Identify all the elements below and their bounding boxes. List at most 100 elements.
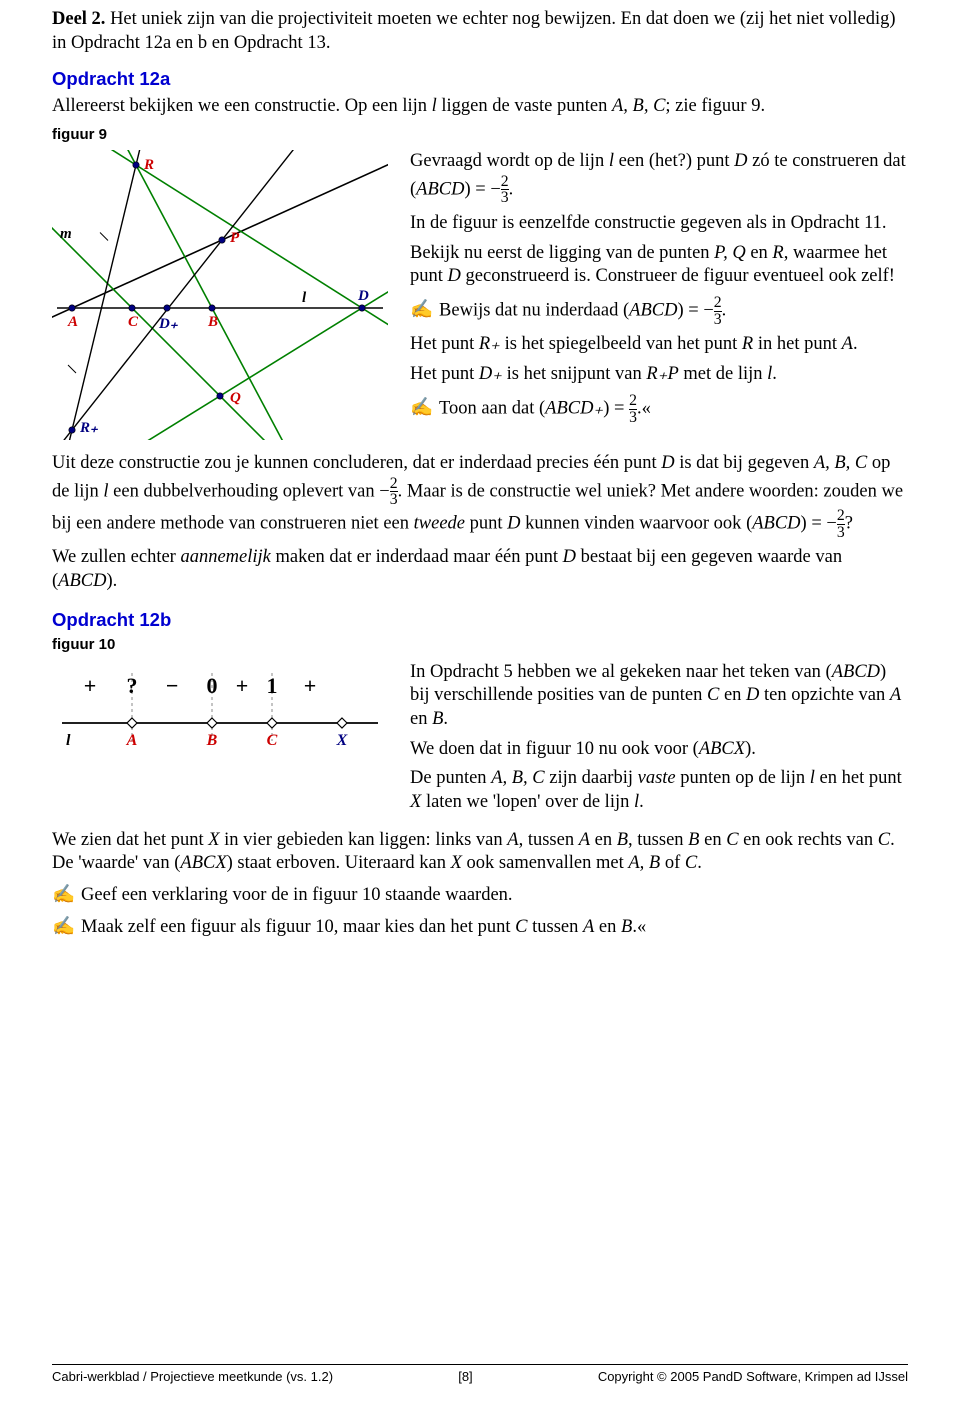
v: A (579, 830, 590, 850)
svg-text:−: − (166, 673, 179, 698)
v: ABCX (180, 853, 226, 873)
t: We doen dat in figuur 10 nu ook voor ( (410, 739, 699, 759)
t: in vier gebieden kan liggen: links van (220, 830, 508, 850)
bullet2: ✍Toon aan dat (ABCD₊) = 23.« (410, 393, 908, 425)
v: C (685, 853, 697, 873)
intro-text: Het uniek zijn van die projectiviteit mo… (52, 9, 896, 53)
r4: Het punt R₊ is het spiegelbeeld van het … (410, 333, 908, 357)
deel2-bold: Deel 2. (52, 9, 105, 29)
svg-text:A: A (67, 314, 78, 330)
t: in het punt (753, 334, 841, 354)
svg-text:C: C (128, 314, 139, 330)
v: ABCD₊ (545, 398, 603, 418)
fig10-caption: figuur 10 (52, 635, 908, 654)
num: 2 (390, 476, 398, 492)
op12a-line1: Allereerst bekijken we een constructie. … (52, 95, 908, 119)
v: B (432, 709, 443, 729)
frac: 23 (629, 393, 637, 425)
t: . (772, 364, 777, 384)
page: Deel 2. Het uniek zijn van die projectiv… (0, 0, 960, 1410)
v: B (621, 917, 632, 937)
v: C (878, 830, 890, 850)
between-p1: Uit deze constructie zou je kunnen concl… (52, 452, 908, 541)
t: Het punt (410, 364, 479, 384)
t: punt (465, 513, 507, 533)
t: is het spiegelbeeld van het punt (500, 334, 742, 354)
t: ) = − (801, 513, 837, 533)
v: D (448, 266, 461, 286)
svg-text:Q: Q (230, 390, 241, 406)
v: D (563, 547, 576, 567)
v: ABCD (629, 300, 677, 320)
t: . (697, 853, 702, 873)
svg-text:B: B (206, 732, 218, 749)
r1: Gevraagd wordt op de lijn l een (het?) p… (410, 150, 908, 206)
num: 2 (714, 295, 722, 311)
frac: 23 (837, 508, 845, 540)
t: met de lijn (679, 364, 767, 384)
frac: 23 (501, 174, 509, 206)
hand-icon: ✍ (52, 883, 75, 904)
t: ; zie figuur 9. (665, 96, 765, 116)
v: R₊ (479, 334, 500, 354)
t: zó te construeren dat (748, 151, 906, 171)
v: vaste (638, 768, 676, 788)
svg-text:B: B (207, 314, 218, 330)
t: maken dat er inderdaad maar één punt (271, 547, 563, 567)
t: , tussen (628, 830, 688, 850)
svg-text:+: + (236, 673, 249, 698)
num: 2 (837, 508, 845, 524)
v: B (688, 830, 699, 850)
fig9-svg: ACD₊BDRPQR₊lm (52, 150, 388, 440)
v: D₊ (479, 364, 502, 384)
footer-left: Cabri-werkblad / Projectieve meetkunde (… (52, 1369, 333, 1386)
svg-text:D: D (357, 288, 369, 304)
t: Uit deze constructie zou je kunnen concl… (52, 453, 661, 473)
t: ook samenvallen met (462, 853, 628, 873)
t: Bekijk nu eerst de ligging van de punten (410, 243, 714, 263)
var-abc: A, B, C (612, 96, 665, 116)
v: A, B, C (491, 768, 544, 788)
den: 3 (837, 524, 845, 541)
fig9-block: ACD₊BDRPQR₊lm Gevraagd wordt op de lijn … (52, 150, 908, 440)
heading-12a: Opdracht 12a (52, 67, 908, 91)
svg-text:+: + (304, 673, 317, 698)
v: D (661, 453, 674, 473)
t: . (722, 300, 727, 320)
heading-12b: Opdracht 12b (52, 608, 908, 632)
t: ) = (603, 398, 629, 418)
t: Maak zelf een figuur als figuur 10, maar… (81, 917, 515, 937)
t: . (639, 792, 644, 812)
t: en het punt (815, 768, 902, 788)
fig9-right-text: Gevraagd wordt op de lijn l een (het?) p… (410, 150, 908, 431)
t: Het punt (410, 334, 479, 354)
t: ten opzichte van (759, 685, 889, 705)
v: A (890, 685, 901, 705)
v: ABCD (832, 662, 880, 682)
t: en (719, 685, 746, 705)
t: , tussen (519, 830, 579, 850)
den: 3 (390, 491, 398, 508)
v: P, Q (714, 243, 746, 263)
t: ) = − (464, 179, 500, 199)
t: is het snijpunt van (502, 364, 646, 384)
fig10-svg-wrap: +?−0+1+ABCXl (52, 661, 388, 761)
svg-text:l: l (302, 290, 307, 306)
bullet1: ✍Bewijs dat nu inderdaad (ABCD) = −23. (410, 295, 908, 327)
below-bullet2: ✍ Maak zelf een figuur als figuur 10, maa… (52, 914, 908, 940)
t: en (699, 830, 726, 850)
intro-paragraph: Deel 2. Het uniek zijn van die projectiv… (52, 8, 908, 55)
t: . (443, 709, 448, 729)
hand-icon: ✍ (52, 915, 75, 936)
t: punten op de lijn (676, 768, 810, 788)
t: liggen de vaste punten (437, 96, 612, 116)
t: .« (632, 917, 646, 937)
frac: 23 (390, 476, 398, 508)
b-r3: De punten A, B, C zijn daarbij vaste pun… (410, 767, 908, 814)
v: A, B (628, 853, 660, 873)
t: tussen (527, 917, 583, 937)
t: ). (106, 571, 117, 591)
fig10-svg: +?−0+1+ABCXl (52, 661, 388, 761)
t: laten we 'lopen' over de lijn (421, 792, 634, 812)
t: en (410, 709, 432, 729)
